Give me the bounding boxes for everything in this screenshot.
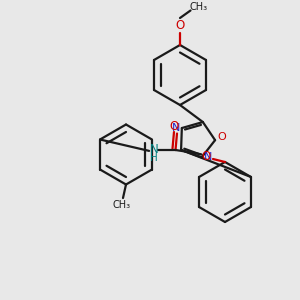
Text: O: O	[217, 132, 226, 142]
Text: O: O	[202, 149, 211, 163]
Text: N: N	[149, 143, 158, 156]
Text: CH₃: CH₃	[190, 2, 208, 13]
Text: O: O	[169, 120, 178, 133]
Text: N: N	[203, 152, 212, 162]
Text: H: H	[150, 152, 158, 163]
Text: CH₃: CH₃	[112, 200, 130, 210]
Text: N: N	[172, 123, 180, 133]
Text: O: O	[176, 19, 184, 32]
